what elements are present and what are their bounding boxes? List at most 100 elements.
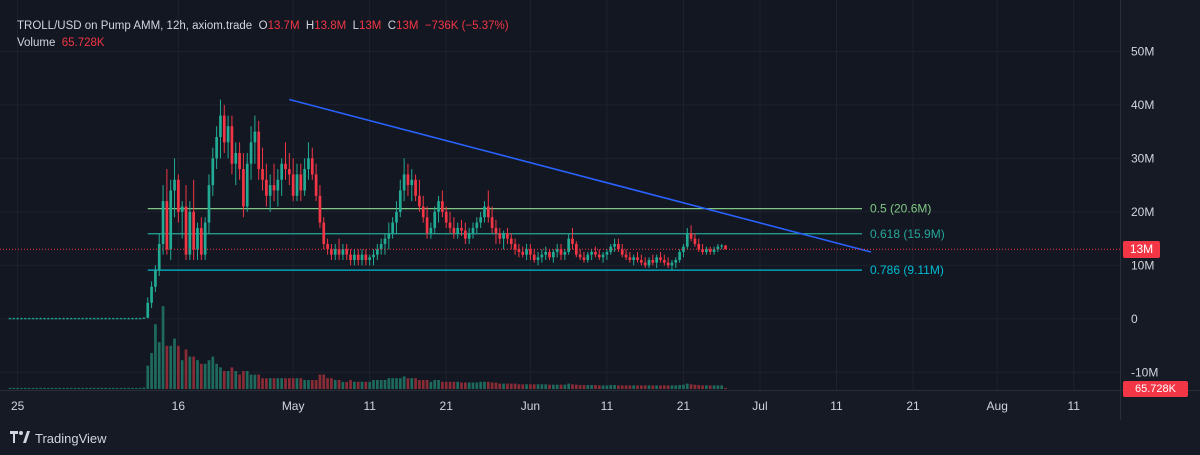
candle-body — [8, 318, 12, 320]
x-axis[interactable]: 25 16 May 11 21 Jun 11 21 Jul 11 21 Aug 11 — [0, 0, 1200, 420]
price-chart[interactable]: 0.5 (20.6M) 0.618 (15.9M) 0.786 (9.11M) 50… — [0, 0, 1200, 420]
candle-body — [471, 227, 475, 234]
volume-bar — [234, 371, 238, 389]
candle-body — [58, 318, 62, 320]
candle — [678, 249, 681, 263]
candle-body — [360, 254, 364, 260]
y-axis[interactable]: 50M 40M 30M 20M 10M 0 -10M — [1131, 44, 1158, 379]
candle — [265, 163, 268, 207]
volume-bar — [597, 385, 601, 389]
candle — [242, 153, 245, 218]
candle-body — [188, 211, 192, 255]
candle — [441, 190, 444, 218]
candle — [226, 115, 230, 159]
volume-bar — [391, 378, 394, 389]
tradingview-logo[interactable]: TradingView — [10, 430, 107, 446]
candle — [597, 249, 601, 260]
volume-bar — [448, 381, 452, 389]
candle — [188, 201, 192, 260]
symbol-title[interactable]: TROLL/USD on Pump AMM, 12h, axiom.trade — [17, 20, 253, 32]
volume-bar — [280, 378, 284, 389]
candle-body — [330, 249, 333, 255]
candle-body — [123, 318, 127, 320]
candle — [245, 153, 249, 212]
candles — [8, 99, 727, 320]
candle — [605, 249, 609, 260]
volume-label[interactable]: Volume — [17, 37, 56, 49]
volume-bar — [567, 383, 570, 389]
candle-body — [12, 318, 16, 320]
candle-body — [127, 318, 130, 320]
candle — [590, 249, 593, 260]
candle-body — [333, 249, 337, 255]
candle-body — [662, 259, 666, 263]
candle — [177, 174, 180, 223]
candle-body — [571, 238, 574, 244]
candle-body — [418, 195, 421, 207]
y-tick-label: 10M — [1131, 258, 1154, 272]
candle-body — [138, 318, 142, 320]
candle — [651, 254, 655, 266]
candle — [249, 126, 253, 180]
candle-body — [161, 201, 165, 244]
candle — [490, 206, 494, 234]
candle-body — [272, 185, 276, 191]
candle-body — [50, 318, 54, 320]
candle-body — [234, 153, 238, 164]
candle — [89, 317, 92, 320]
candle-body — [356, 254, 360, 260]
volume-bar — [460, 382, 463, 389]
candle-body — [268, 185, 272, 196]
candle — [372, 249, 375, 266]
candle — [96, 317, 100, 320]
candle — [238, 142, 241, 180]
open-value: 13.7M — [267, 20, 300, 32]
candle — [215, 126, 218, 170]
candle — [318, 185, 322, 228]
candle — [425, 206, 429, 239]
candle-body — [525, 249, 528, 255]
candle-body — [119, 318, 123, 320]
plot-area[interactable]: 0.5 (20.6M) 0.618 (15.9M) 0.786 (9.11M) 50… — [0, 0, 1200, 420]
candle-body — [456, 227, 460, 234]
volume-bar — [628, 385, 632, 389]
low-key: L — [352, 20, 359, 32]
candle-body — [620, 249, 624, 255]
volume-bar — [418, 380, 421, 389]
candle-body — [23, 318, 27, 320]
volume-bar — [552, 384, 555, 389]
candle-body — [77, 318, 81, 320]
candle — [349, 249, 352, 266]
fib-retracement[interactable]: 0.5 (20.6M) 0.618 (15.9M) 0.786 (9.11M) — [147, 202, 945, 277]
volume-bar — [219, 367, 222, 389]
volume-bar — [108, 387, 111, 389]
candle-body — [341, 249, 345, 255]
candle — [291, 158, 295, 202]
candle — [341, 243, 345, 260]
candle-body — [184, 206, 188, 255]
candle-body — [724, 245, 727, 250]
candle — [724, 245, 727, 250]
volume-bar — [666, 385, 670, 389]
candle-body — [670, 262, 674, 266]
candle-body — [475, 222, 479, 228]
candle-body — [291, 174, 295, 196]
candle-body — [467, 233, 471, 239]
candle — [111, 317, 115, 320]
candle — [314, 163, 318, 202]
candle-body — [196, 227, 199, 250]
volume-bar — [425, 380, 429, 389]
candle-body — [391, 222, 394, 234]
trendline[interactable] — [289, 98, 872, 253]
candle-body — [375, 249, 379, 255]
candle-body — [632, 257, 636, 260]
candle — [636, 251, 639, 263]
volume-bar — [513, 383, 517, 389]
candle-body — [299, 174, 303, 191]
candle — [184, 185, 188, 260]
candle — [609, 243, 613, 255]
volume-bar — [192, 356, 196, 389]
volume-bar — [253, 374, 257, 389]
volume-bar — [222, 371, 226, 389]
volume-bar — [230, 367, 234, 389]
